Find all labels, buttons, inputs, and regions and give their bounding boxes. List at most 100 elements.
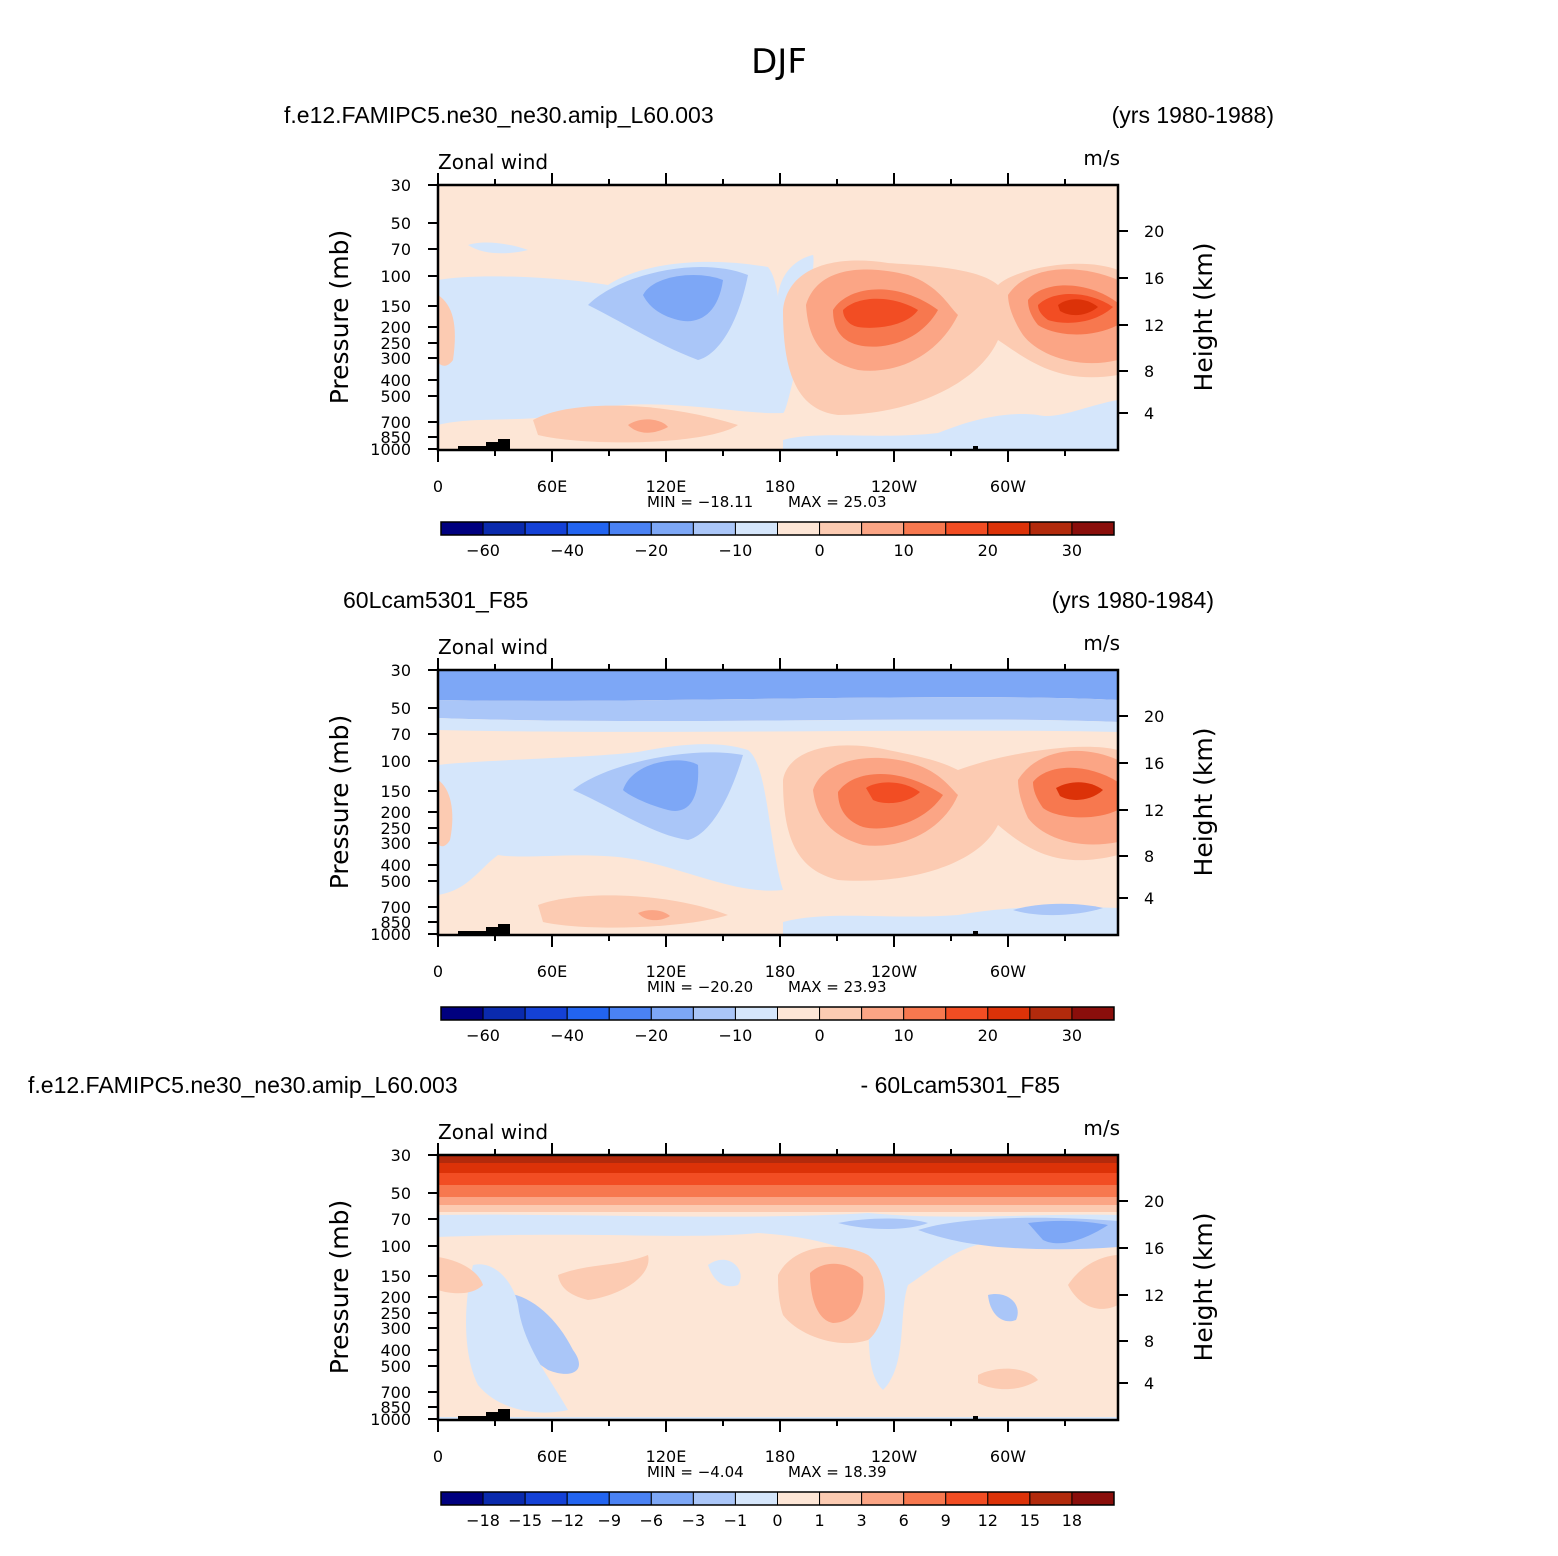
colorbar-box bbox=[945, 1491, 989, 1506]
pressure-tick-label: 150 bbox=[380, 782, 411, 801]
colorbar-box bbox=[945, 1006, 989, 1021]
contour-field bbox=[438, 1155, 1118, 1420]
colorbar-box bbox=[903, 1491, 947, 1506]
pressure-tick-label: 100 bbox=[380, 1237, 411, 1256]
pressure-tick-label: 1000 bbox=[370, 440, 411, 459]
pressure-tick-label: 100 bbox=[380, 267, 411, 286]
contour-region bbox=[843, 298, 918, 328]
pressure-tick-label: 200 bbox=[380, 803, 411, 822]
contour-region bbox=[623, 760, 699, 811]
pressure-tick-label: 30 bbox=[391, 661, 411, 680]
height-tick-label: 12 bbox=[1144, 316, 1164, 335]
contour-region bbox=[466, 1264, 568, 1413]
pressure-axis-title: Pressure (mb) bbox=[325, 715, 354, 889]
lon-tick-label: 180 bbox=[765, 1447, 796, 1466]
lon-tick-label: 120E bbox=[646, 962, 687, 981]
contour-region bbox=[438, 718, 1118, 732]
colorbar-label: −20 bbox=[634, 541, 668, 560]
height-tick-label: 20 bbox=[1144, 222, 1164, 241]
case-name-left: 60Lcam5301_F85 bbox=[343, 587, 528, 613]
colorbar-box bbox=[945, 521, 989, 536]
lon-tick-label: 120E bbox=[646, 477, 687, 496]
colorbar-box bbox=[777, 1491, 821, 1506]
case-name-right: - 60Lcam5301_F85 bbox=[861, 1072, 1060, 1098]
colorbar-box bbox=[524, 1491, 568, 1506]
colorbar-box bbox=[566, 1491, 610, 1506]
colorbar-label: −1 bbox=[724, 1511, 748, 1530]
colorbar-frame bbox=[440, 1006, 1115, 1021]
colorbar-box bbox=[777, 1006, 821, 1021]
max-label: MAX = 25.03 bbox=[788, 493, 887, 511]
colorbar-box bbox=[440, 521, 484, 536]
pressure-tick-label: 700 bbox=[380, 413, 411, 432]
colorbar-box bbox=[524, 521, 568, 536]
colorbar-label: 3 bbox=[857, 1511, 867, 1530]
contour-region bbox=[438, 1163, 1118, 1173]
contour-region bbox=[838, 1218, 928, 1229]
height-tick-label: 20 bbox=[1144, 707, 1164, 726]
pressure-tick-label: 500 bbox=[380, 387, 411, 406]
pressure-tick-label: 50 bbox=[391, 1184, 411, 1203]
pressure-tick-label: 50 bbox=[391, 214, 411, 233]
contour-region bbox=[1056, 782, 1103, 800]
height-tick-label: 4 bbox=[1144, 404, 1154, 423]
pressure-tick-label: 1000 bbox=[370, 1410, 411, 1429]
colorbar-label: 0 bbox=[814, 1026, 824, 1045]
colorbar-label: 0 bbox=[814, 541, 824, 560]
case-name-right: (yrs 1980-1984) bbox=[1052, 587, 1214, 613]
contour-region bbox=[638, 910, 670, 921]
pressure-axis-title: Pressure (mb) bbox=[325, 1200, 354, 1374]
min-label: MIN = −20.20 bbox=[647, 978, 753, 996]
colorbar-box bbox=[819, 521, 863, 536]
height-tick-label: 8 bbox=[1144, 362, 1154, 381]
pressure-tick-label: 850 bbox=[380, 913, 411, 932]
contour-region bbox=[558, 1255, 649, 1300]
contour-region bbox=[978, 1368, 1038, 1390]
pressure-tick-label: 70 bbox=[391, 725, 411, 744]
pressure-tick-label: 150 bbox=[380, 1267, 411, 1286]
pressure-tick-label: 500 bbox=[380, 872, 411, 891]
colorbar-frame bbox=[440, 1491, 1115, 1506]
contour-region bbox=[1058, 299, 1098, 316]
pressure-tick-label: 70 bbox=[391, 1210, 411, 1229]
colorbar-box bbox=[1029, 1491, 1073, 1506]
pressure-tick-label: 300 bbox=[380, 1319, 411, 1338]
units-label: m/s bbox=[1083, 631, 1120, 655]
pressure-axis-title: Pressure (mb) bbox=[325, 230, 354, 404]
contour-region bbox=[468, 242, 528, 254]
max-label: MAX = 18.39 bbox=[788, 1463, 887, 1481]
colorbar-frame bbox=[440, 521, 1115, 536]
height-tick-label: 20 bbox=[1144, 1192, 1164, 1211]
colorbar-label: −15 bbox=[508, 1511, 542, 1530]
contour-region bbox=[438, 1155, 1118, 1163]
plot-frame bbox=[436, 183, 1120, 452]
lon-tick-label: 0 bbox=[433, 1447, 443, 1466]
variable-label: Zonal wind bbox=[438, 150, 548, 174]
colorbar-box bbox=[482, 521, 526, 536]
colorbar-box bbox=[734, 1006, 778, 1021]
panel-2: 60Lcam5301_F85 (yrs 1980-1984) Zonal wind m… bbox=[325, 587, 1218, 1045]
pressure-tick-label: 100 bbox=[380, 752, 411, 771]
colorbar-label: −20 bbox=[634, 1026, 668, 1045]
contour-region bbox=[438, 295, 455, 366]
height-axis-title: Height (km) bbox=[1189, 728, 1218, 877]
pressure-tick-label: 200 bbox=[380, 1288, 411, 1307]
colorbar-box bbox=[482, 1491, 526, 1506]
colorbar-box bbox=[692, 521, 736, 536]
max-label: MAX = 23.93 bbox=[788, 978, 887, 996]
pressure-tick-label: 400 bbox=[380, 371, 411, 390]
lon-tick-label: 60E bbox=[537, 1447, 567, 1466]
colorbar-label: 10 bbox=[894, 541, 914, 560]
min-label: MIN = −18.11 bbox=[647, 493, 753, 511]
colorbar-label: −60 bbox=[466, 541, 500, 560]
pressure-tick-label: 250 bbox=[380, 1304, 411, 1323]
height-tick-label: 4 bbox=[1144, 889, 1154, 908]
colorbar-box bbox=[987, 521, 1031, 536]
height-axis-title: Height (km) bbox=[1189, 1213, 1218, 1362]
variable-label: Zonal wind bbox=[438, 635, 548, 659]
colorbar-box bbox=[608, 521, 652, 536]
contour-region bbox=[810, 1263, 864, 1323]
colorbar-box bbox=[819, 1006, 863, 1021]
colorbar-box bbox=[1029, 1006, 1073, 1021]
contour-region bbox=[438, 1173, 1118, 1185]
